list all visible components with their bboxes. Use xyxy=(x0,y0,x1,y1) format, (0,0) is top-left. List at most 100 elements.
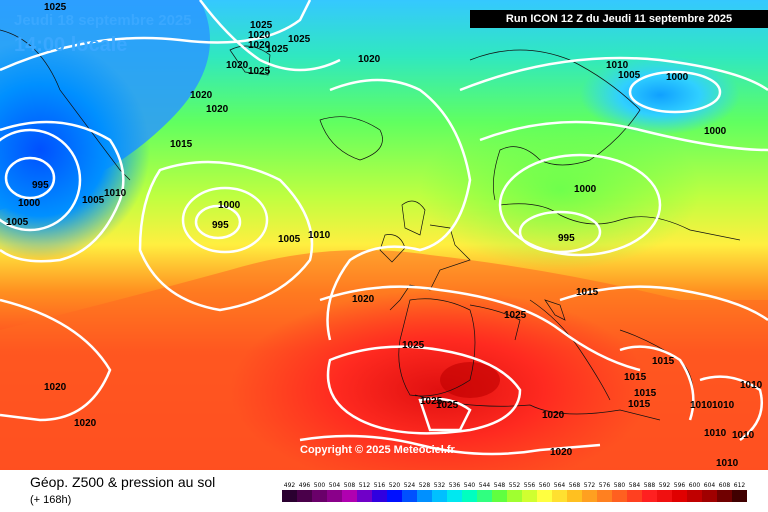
forecast-time: 14:00 locale xyxy=(14,34,128,56)
isobar-label: 1000 xyxy=(666,72,689,83)
legend-swatch xyxy=(672,490,687,502)
map-title: Géop. Z500 & pression au sol xyxy=(30,474,216,490)
isobar-label: 1025 xyxy=(420,396,443,407)
legend-tick-label: 580 xyxy=(614,482,626,489)
isobar-label: 1005 xyxy=(618,70,641,81)
legend-swatch xyxy=(552,490,567,502)
legend-tick-label: 592 xyxy=(659,482,671,489)
isobar-label: 1015 xyxy=(634,388,657,399)
legend-swatch xyxy=(492,490,507,502)
isobar-label: 1025 xyxy=(402,340,425,351)
map-canvas: 1025 1025 1020 1020 1025 1025 1020 1025 … xyxy=(0,0,768,470)
isobar-label: 1000 xyxy=(218,200,241,211)
legend-swatch xyxy=(717,490,732,502)
legend-tick-label: 504 xyxy=(329,482,341,489)
legend-swatch xyxy=(447,490,462,502)
legend-swatch xyxy=(372,490,387,502)
legend-tick-label: 588 xyxy=(644,482,656,489)
legend-swatch xyxy=(312,490,327,502)
isobar-label: 995 xyxy=(558,233,575,244)
legend-swatch xyxy=(612,490,627,502)
isobar-label: 1025 xyxy=(504,310,527,321)
legend-swatch xyxy=(417,490,432,502)
isobar-label: 1010 xyxy=(704,428,727,439)
isobar-label: 1015 xyxy=(576,287,599,298)
isobar-label: 1010 xyxy=(606,60,629,71)
isobar-label: 1025 xyxy=(266,44,289,55)
legend-tick-label: 544 xyxy=(479,482,491,489)
legend-swatch xyxy=(657,490,672,502)
legend-tick-label: 528 xyxy=(419,482,431,489)
legend-swatch xyxy=(627,490,642,502)
isobar-label: 1000 xyxy=(18,198,41,209)
isobar-label: 1010 xyxy=(308,230,331,241)
legend-tick-label: 508 xyxy=(344,482,356,489)
isobar-label: 1025 xyxy=(248,66,271,77)
legend-swatch xyxy=(507,490,522,502)
isobar-label: 1010 xyxy=(104,188,127,199)
legend-tick-label: 556 xyxy=(524,482,536,489)
isobar-label: 1020 xyxy=(44,382,67,393)
isobar-label: 995 xyxy=(32,180,49,191)
isobar-label: 1005 xyxy=(278,234,301,245)
isobar-label: 1020 xyxy=(542,410,565,421)
legend-tick-label: 560 xyxy=(539,482,551,489)
legend-swatch xyxy=(702,490,717,502)
legend-swatch xyxy=(357,490,372,502)
legend-swatch xyxy=(432,490,447,502)
legend-tick-label: 532 xyxy=(434,482,446,489)
isobar-label: 1020 xyxy=(206,104,229,115)
isobar-label: 1015 xyxy=(624,372,647,383)
isobar-label: 1010 xyxy=(716,458,739,469)
isobar-label: 1000 xyxy=(704,126,727,137)
isobar-label: 1025 xyxy=(436,400,459,411)
isobar-label: 1025 xyxy=(288,34,311,45)
legend-tick-label: 496 xyxy=(299,482,311,489)
isobar-label: 1025 xyxy=(250,20,273,31)
isobar-label: 1025 xyxy=(44,2,67,13)
isobar-label: 1015 xyxy=(652,356,675,367)
legend-tick-label: 492 xyxy=(284,482,296,489)
isobar-label: 1020 xyxy=(248,30,271,41)
isobar-label: 1010 xyxy=(740,380,763,391)
isobar-label: 995 xyxy=(212,220,229,231)
legend-tick-label: 604 xyxy=(704,482,716,489)
legend-swatch xyxy=(732,490,747,502)
isobar-label: 1005 xyxy=(82,195,105,206)
legend-swatch xyxy=(402,490,417,502)
legend-tick-label: 548 xyxy=(494,482,506,489)
legend-swatch xyxy=(282,490,297,502)
isobars xyxy=(0,0,768,454)
isobar-label: 1020 xyxy=(550,447,573,458)
isobar-label: 1020 xyxy=(358,54,381,65)
legend-tick-label: 516 xyxy=(374,482,386,489)
legend-swatch xyxy=(477,490,492,502)
isobar-label: 1020 xyxy=(190,90,213,101)
legend-tick-label: 584 xyxy=(629,482,641,489)
legend-tick-label: 552 xyxy=(509,482,521,489)
green-trough xyxy=(420,110,700,270)
isobar-label: 1020 xyxy=(74,418,97,429)
legend-tick-label: 524 xyxy=(404,482,416,489)
legend-tick-label: 512 xyxy=(359,482,371,489)
isobar-label: 1010 xyxy=(732,430,755,441)
legend-swatch xyxy=(537,490,552,502)
legend-swatch xyxy=(462,490,477,502)
copyright-notice: Copyright © 2025 Meteociel.fr xyxy=(300,444,455,456)
weather-map: 1025 1025 1020 1020 1025 1025 1020 1025 … xyxy=(0,0,768,470)
legend-swatch xyxy=(522,490,537,502)
legend-swatch xyxy=(567,490,582,502)
isobar-label: 1020 xyxy=(248,40,271,51)
isobar-label: 1005 xyxy=(6,217,29,228)
legend-tick-label: 536 xyxy=(449,482,461,489)
isobar-label: 1010 xyxy=(712,400,735,411)
legend-tick-label: 520 xyxy=(389,482,401,489)
legend-swatch xyxy=(342,490,357,502)
legend-tick-label: 612 xyxy=(734,482,746,489)
legend-swatch xyxy=(597,490,612,502)
legend-swatch xyxy=(297,490,312,502)
legend-tick-label: 572 xyxy=(584,482,596,489)
legend-tick-label: 596 xyxy=(674,482,686,489)
model-run-banner: Run ICON 12 Z du Jeudi 11 septembre 2025 xyxy=(470,10,768,28)
isobar-label: 1010 xyxy=(690,400,713,411)
